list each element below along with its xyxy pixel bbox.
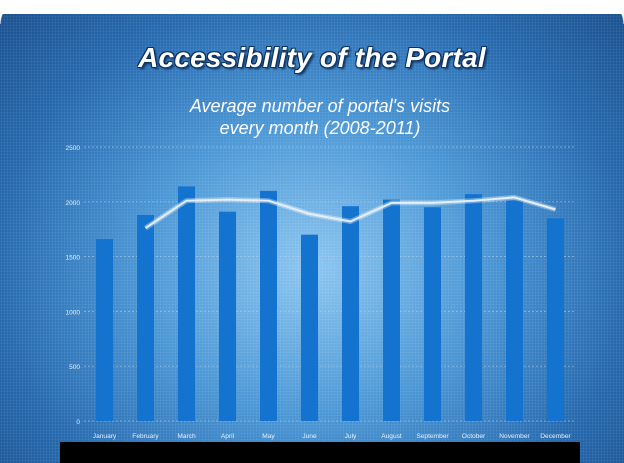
bar [506, 200, 523, 421]
x-tick-label: March [177, 433, 196, 440]
bar [342, 206, 359, 421]
y-tick-label: 2000 [66, 200, 81, 207]
x-tick-label: September [416, 433, 449, 440]
x-axis-ticks: January February March April May June July Augu… [93, 433, 572, 440]
bar [465, 194, 482, 421]
trend-line [144, 196, 556, 229]
bar [383, 199, 400, 421]
bottom-black-bar [60, 442, 580, 463]
bars [96, 186, 564, 421]
trend-line-group [144, 194, 557, 231]
bar [219, 211, 236, 421]
bar [137, 214, 154, 421]
x-tick-label: December [540, 433, 571, 440]
slide-top-frame [0, 0, 624, 14]
x-tick-label: October [462, 433, 486, 440]
bar [301, 234, 318, 421]
chart-subtitle-line-2: every month (2008-2011) [219, 118, 421, 138]
y-tick-label: 2500 [66, 145, 81, 152]
y-axis-ticks: 0 500 1000 1500 2000 2500 [66, 145, 81, 426]
chart-subtitle-line-1: Average number of portal's visits [189, 96, 451, 116]
x-tick-label: July [345, 433, 357, 440]
x-tick-label: June [302, 433, 317, 440]
x-tick-label: May [262, 433, 275, 440]
slide-corner-left [0, 0, 24, 24]
slide-corner-right [600, 0, 624, 24]
x-tick-label: February [132, 433, 159, 440]
y-tick-label: 1000 [66, 309, 81, 316]
bar [96, 239, 113, 421]
x-tick-label: January [93, 433, 117, 440]
bar [178, 186, 195, 421]
slide-title: Accessibility of the Portal [138, 42, 486, 73]
bar [424, 207, 441, 421]
bar [260, 190, 277, 421]
chart-subtitle: Average number of portal's visits every … [140, 95, 500, 139]
bar [547, 218, 564, 421]
y-tick-label: 0 [76, 419, 80, 426]
y-tick-label: 1500 [66, 255, 81, 262]
y-tick-label: 500 [69, 364, 80, 371]
gridlines [84, 146, 576, 422]
x-tick-label: April [221, 433, 235, 440]
x-tick-label: November [499, 433, 530, 440]
x-tick-label: August [381, 433, 402, 440]
